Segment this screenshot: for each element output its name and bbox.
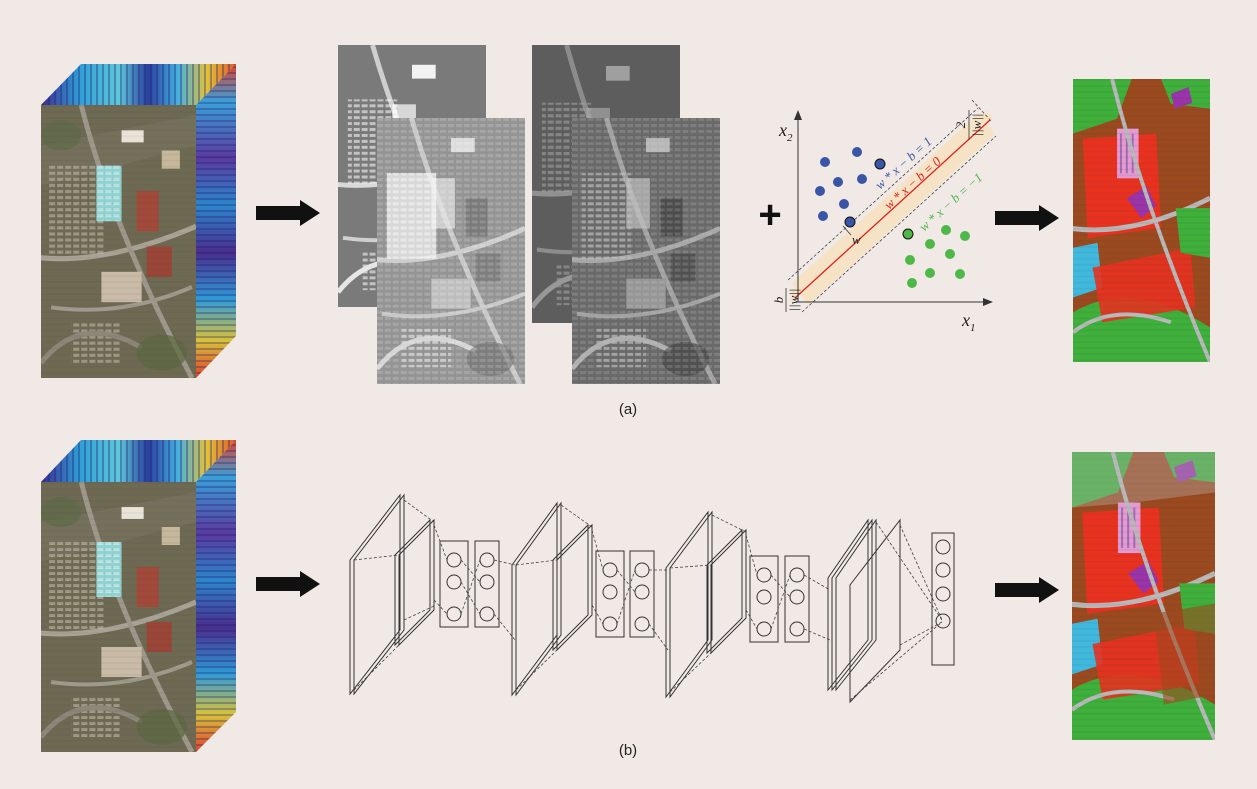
- margin-width-label: 2 ||w||: [953, 110, 984, 140]
- upper-margin-line: [787, 107, 979, 281]
- svm-decision-plot: x2 x1 w w * x − b: [771, 99, 997, 334]
- hyperspectral-cube-a: [41, 64, 236, 378]
- support-vector-blue-1: [874, 158, 886, 170]
- caption-b: (b): [619, 742, 637, 759]
- hyperplane-line: [794, 119, 991, 299]
- caption-a: (a): [619, 401, 637, 418]
- cnn-block-1: [349, 493, 500, 696]
- spectral-band-images: [328, 45, 720, 384]
- w-label: w: [852, 232, 861, 247]
- support-vector-green: [902, 228, 914, 240]
- arrow-svm-to-map: [995, 205, 1059, 231]
- support-vector-blue-2: [844, 216, 856, 228]
- margin-denominator: ||w||: [969, 114, 984, 137]
- arrow-cube-to-cnn: [256, 571, 320, 597]
- classification-map-b: [1072, 452, 1215, 740]
- cnn-architecture: [349, 493, 955, 704]
- x2-axis-label: x2: [778, 120, 793, 144]
- margin-numerator: 2: [953, 121, 968, 128]
- cnn-block-3: [648, 510, 810, 699]
- plus-sign: +: [758, 193, 781, 237]
- lower-margin-line: [801, 135, 997, 313]
- x1-axis-label: x1: [961, 310, 976, 334]
- cnn-block-2: [493, 501, 655, 697]
- class-green-points: [902, 225, 970, 288]
- arrow-cnn-to-map: [995, 577, 1059, 603]
- arrow-cube-to-bands: [256, 200, 320, 226]
- offset-numerator: b: [771, 296, 786, 303]
- hyperspectral-cube-b: [41, 440, 236, 752]
- class-blue-points: [815, 147, 886, 228]
- cnn-fully-connected: [803, 518, 955, 704]
- classification-map-a: [1068, 79, 1210, 362]
- w-vector: [842, 225, 852, 236]
- offset-denominator: ||w||: [786, 289, 801, 312]
- offset-label: b ||w||: [771, 288, 801, 312]
